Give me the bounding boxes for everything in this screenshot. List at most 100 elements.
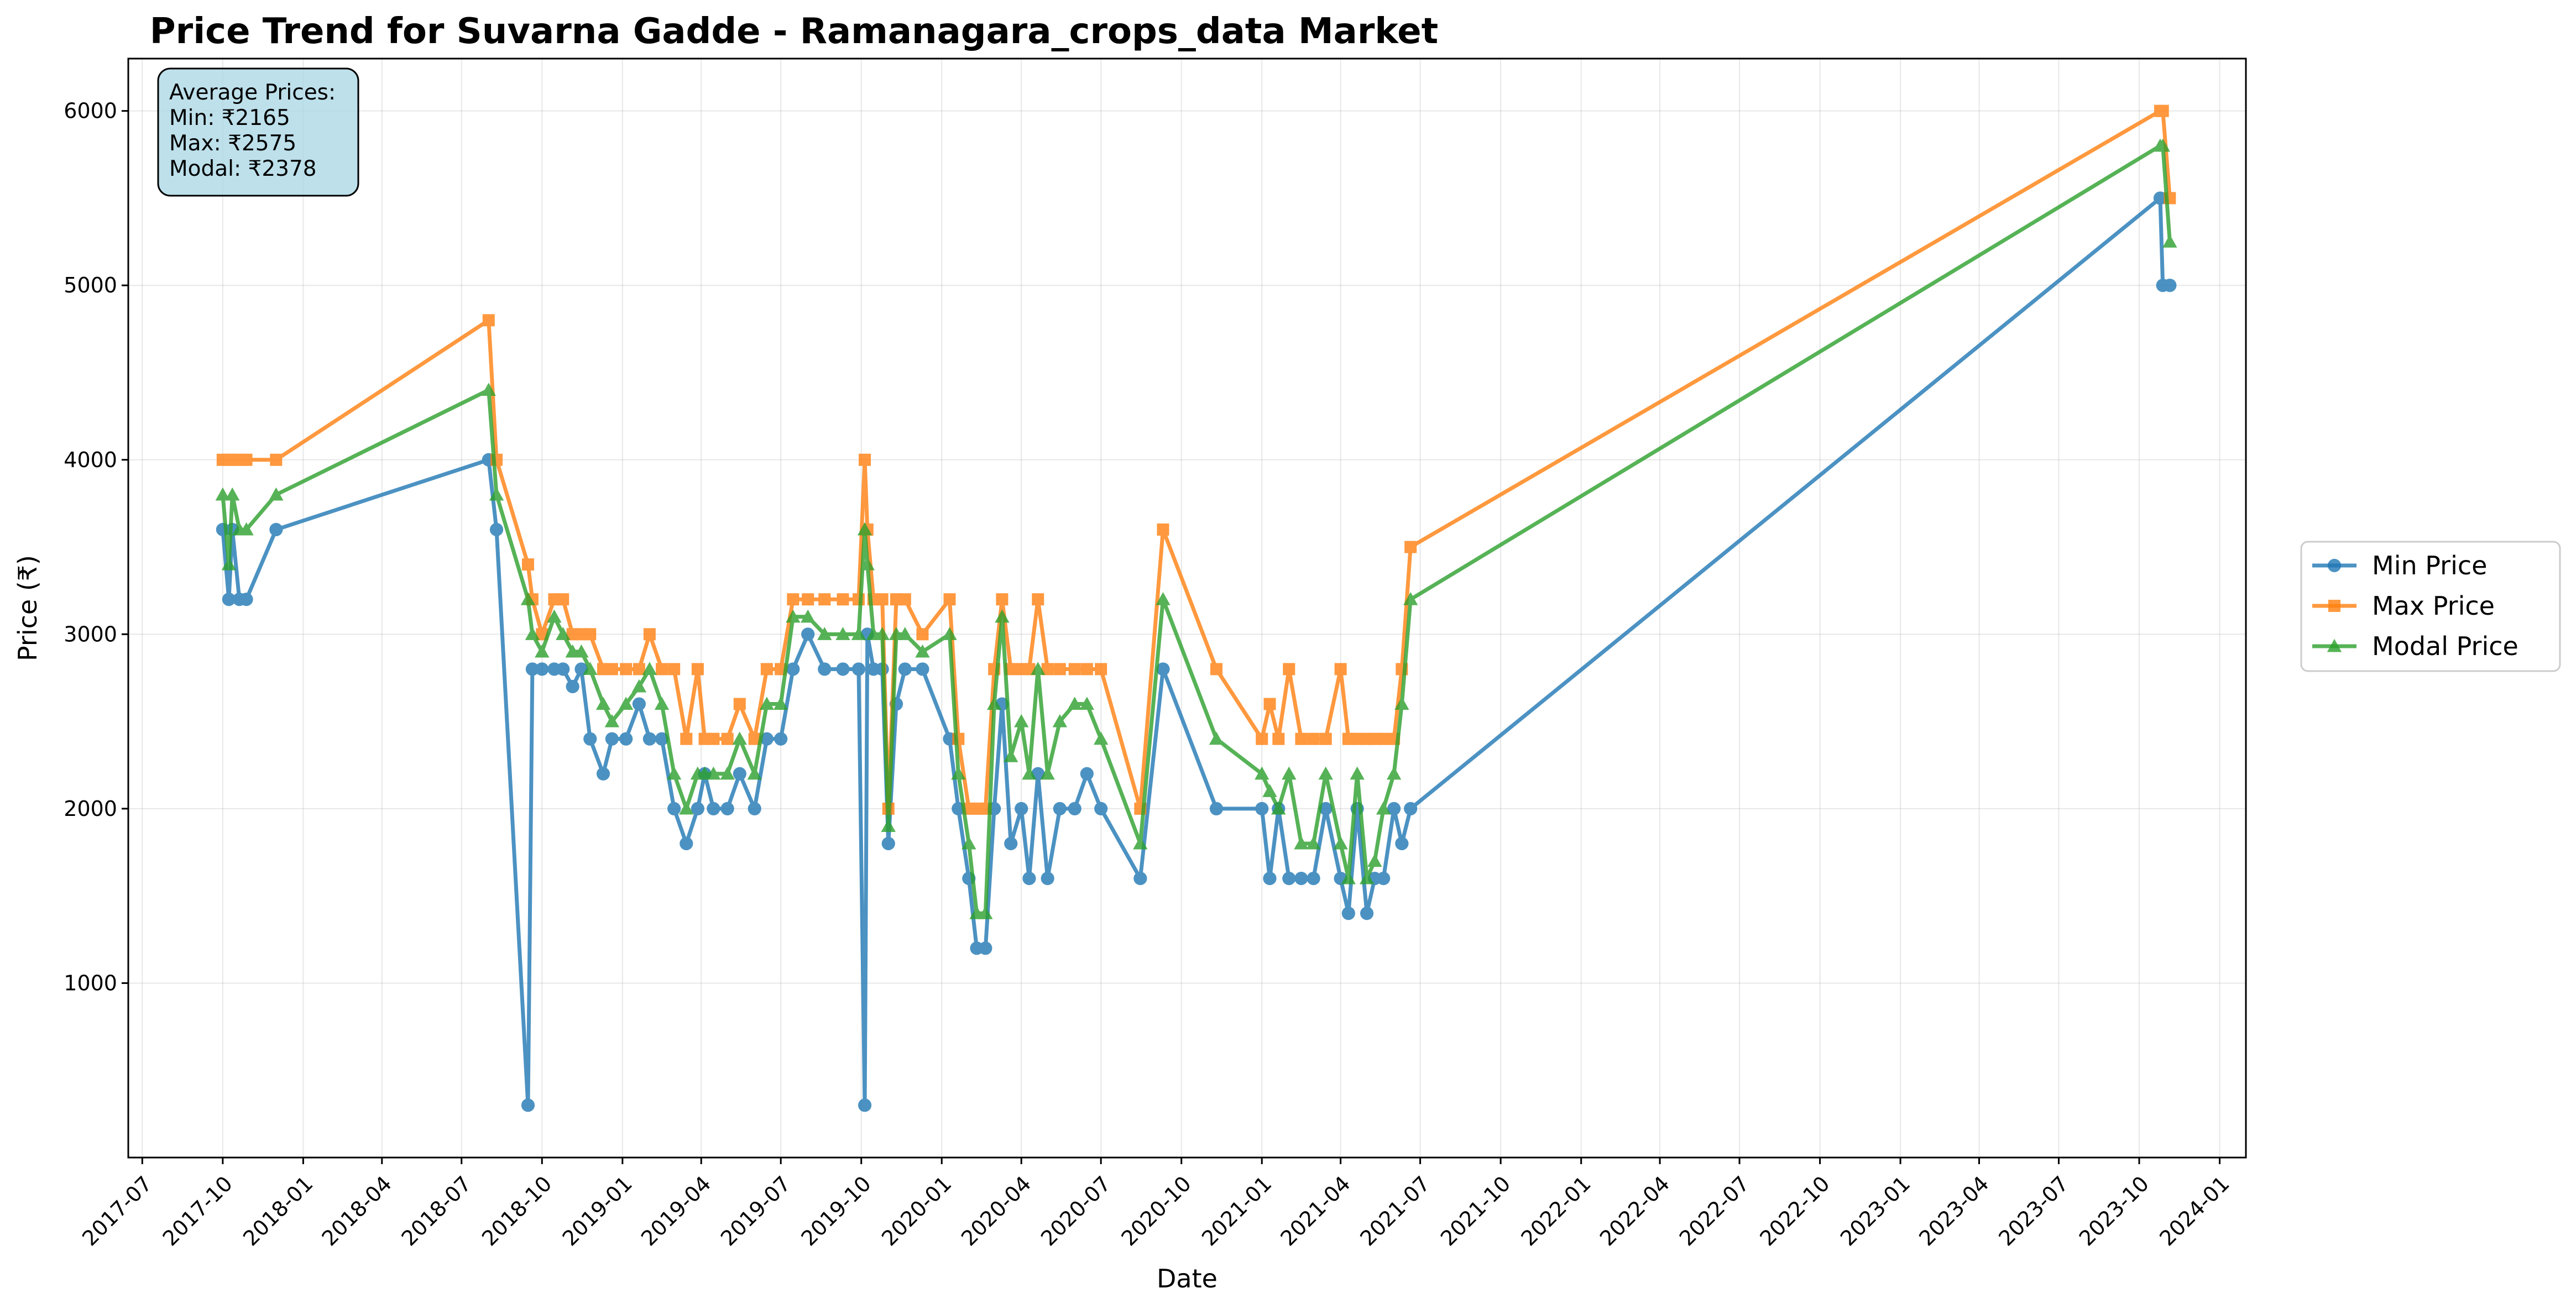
data-point	[1294, 836, 1309, 850]
data-point	[881, 819, 896, 832]
series-modal-price	[215, 138, 2177, 919]
data-point	[1068, 802, 1081, 815]
y-tick-label: 1000	[64, 971, 117, 995]
data-point	[520, 592, 536, 605]
data-point	[1307, 872, 1320, 886]
data-point	[1263, 872, 1277, 886]
x-axis-label: Date	[1157, 1264, 1218, 1294]
data-point	[605, 663, 618, 676]
data-point	[1022, 872, 1036, 886]
data-point	[881, 836, 895, 851]
data-point	[583, 732, 597, 746]
data-point	[1004, 836, 1018, 851]
data-point	[215, 487, 231, 501]
data-point	[1306, 836, 1321, 850]
data-point	[2156, 104, 2169, 117]
data-point	[1093, 731, 1109, 745]
data-point	[942, 627, 957, 640]
data-point	[535, 644, 550, 658]
data-point	[642, 662, 657, 676]
legend-label: Max Price	[2372, 591, 2495, 621]
data-point	[1004, 749, 1018, 762]
data-point	[1272, 732, 1285, 745]
data-point	[1067, 697, 1082, 710]
data-point	[1334, 663, 1347, 676]
data-point	[1255, 766, 1269, 780]
data-point	[633, 663, 645, 676]
data-point	[859, 453, 871, 466]
data-point	[1318, 766, 1333, 780]
data-point	[691, 663, 704, 676]
data-point	[1041, 872, 1054, 886]
data-point	[566, 679, 579, 694]
y-tick-label: 2000	[64, 797, 117, 821]
data-point	[978, 906, 993, 919]
data-point	[239, 593, 253, 606]
data-point	[1271, 801, 1286, 815]
data-point	[733, 767, 746, 781]
data-point	[818, 662, 832, 676]
data-point	[1015, 802, 1028, 815]
legend-frame	[2300, 541, 2561, 672]
data-point	[525, 662, 539, 676]
data-point	[837, 593, 849, 606]
data-point	[1209, 731, 1224, 745]
plot-frame	[127, 57, 2247, 1159]
data-point	[667, 802, 681, 815]
data-point	[1295, 732, 1308, 745]
data-point	[666, 766, 682, 780]
data-point	[786, 609, 801, 623]
data-point	[1333, 836, 1348, 850]
data-point	[943, 593, 956, 606]
data-point	[643, 628, 656, 641]
data-point	[2327, 638, 2342, 652]
data-point	[521, 1098, 535, 1112]
data-point	[897, 627, 913, 640]
data-point	[1263, 698, 1276, 710]
data-point	[691, 802, 704, 815]
data-point	[1014, 714, 1029, 727]
data-point	[489, 522, 504, 537]
data-point	[240, 453, 253, 466]
data-point	[239, 522, 254, 536]
data-point	[876, 593, 889, 606]
data-point	[489, 487, 504, 501]
data-point	[706, 766, 721, 780]
data-point	[1068, 663, 1081, 676]
data-point	[605, 732, 619, 746]
data-point	[774, 732, 788, 746]
data-point	[1133, 872, 1147, 886]
data-point	[747, 766, 762, 780]
data-point	[1341, 871, 1356, 884]
data-point	[1041, 663, 1054, 676]
data-point	[720, 802, 734, 815]
stats-line-modal: Modal: ₹2378	[169, 156, 317, 181]
data-point	[1052, 714, 1068, 727]
data-point	[680, 732, 693, 745]
data-point	[786, 662, 800, 676]
data-point	[1022, 766, 1037, 780]
data-point	[2328, 600, 2340, 612]
data-point	[818, 593, 831, 606]
data-point	[2162, 234, 2177, 248]
data-point	[732, 731, 748, 745]
data-point	[748, 732, 761, 745]
data-point	[1367, 854, 1382, 867]
data-point	[1377, 732, 1390, 745]
series-layer	[215, 104, 2177, 1112]
data-point	[1210, 663, 1222, 676]
data-point	[656, 663, 668, 676]
data-point	[269, 487, 284, 501]
data-point	[574, 644, 589, 658]
data-point	[679, 801, 694, 815]
y-tick-label: 3000	[64, 622, 117, 646]
y-axis-label: Price (₹)	[13, 555, 43, 661]
data-point	[817, 627, 832, 640]
data-point	[1307, 732, 1320, 745]
data-point	[654, 697, 670, 710]
data-point	[1360, 907, 1374, 920]
stats-line-max: Max: ₹2575	[169, 131, 296, 156]
data-point	[547, 609, 562, 623]
data-point	[2153, 191, 2167, 205]
